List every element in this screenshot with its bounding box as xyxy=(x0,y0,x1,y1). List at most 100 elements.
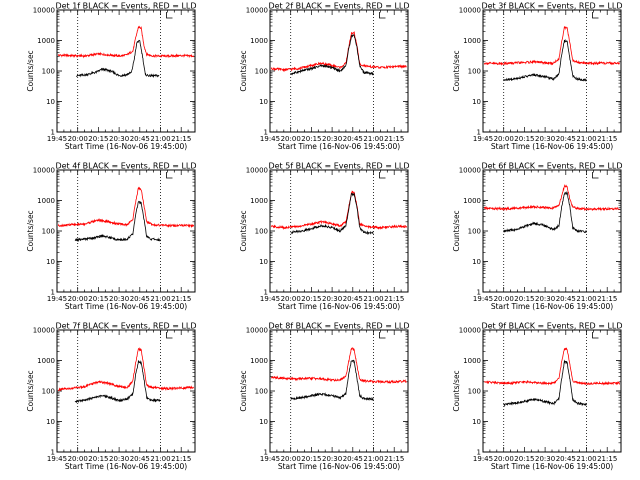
x-tick-label: 20:30 xyxy=(322,455,342,463)
plot-panel: Det 4f BLACK = Events, RED = LLD 1 10 100 10… xyxy=(26,162,197,312)
y-tick-label: 10 xyxy=(259,418,268,426)
y-tick-label: 10000 xyxy=(459,167,481,175)
bracket-marker xyxy=(592,332,599,339)
x-tick-label: 20:45 xyxy=(556,455,576,463)
x-tick-label: 19:45 xyxy=(260,455,280,463)
plot-title: Det 7f BLACK = Events, RED = LLD xyxy=(55,322,196,331)
y-axis-label: Counts/sec xyxy=(452,370,461,411)
lld-series-line xyxy=(271,347,407,384)
x-tick-label: 19:45 xyxy=(47,135,67,143)
plot-title: Det 9f BLACK = Events, RED = LLD xyxy=(481,322,622,331)
y-tick-label: 1000 xyxy=(250,37,268,45)
lld-series-line xyxy=(270,31,407,73)
y-tick-label: 1 xyxy=(264,289,268,297)
bracket-marker xyxy=(592,172,599,179)
y-tick-label: 1 xyxy=(264,129,268,137)
y-tick-label: 100 xyxy=(42,68,55,76)
x-tick-label: 20:45 xyxy=(343,135,363,143)
x-tick-label: 21:15 xyxy=(384,455,404,463)
y-tick-label: 100 xyxy=(468,68,481,76)
y-tick-label: 100 xyxy=(255,68,268,76)
y-tick-label: 100 xyxy=(255,228,268,236)
y-tick-label: 10000 xyxy=(246,327,268,335)
y-tick-label: 10000 xyxy=(33,7,55,15)
bracket-marker xyxy=(379,332,386,339)
x-tick-label: 21:00 xyxy=(576,455,596,463)
x-tick-label: 20:15 xyxy=(301,455,321,463)
x-tick-label: 20:30 xyxy=(322,135,342,143)
x-tick-label: 19:45 xyxy=(473,135,493,143)
lld-series-line xyxy=(484,347,621,386)
y-tick-label: 10 xyxy=(259,258,268,266)
bracket-marker xyxy=(379,172,386,179)
x-tick-label: 21:15 xyxy=(384,135,404,143)
x-tick-label: 19:45 xyxy=(47,295,67,303)
y-tick-label: 1 xyxy=(264,449,268,457)
x-tick-label: 20:30 xyxy=(535,295,555,303)
events-series-line xyxy=(74,360,161,404)
bracket-marker xyxy=(166,172,173,179)
x-tick-label: 21:00 xyxy=(576,295,596,303)
x-tick-label: 21:15 xyxy=(384,295,404,303)
y-axis-label: Counts/sec xyxy=(26,210,35,251)
x-axis-label: Start Time (16-Nov-06 19:45:00) xyxy=(278,462,400,471)
lld-series-line xyxy=(57,186,195,229)
x-tick-label: 20:00 xyxy=(68,455,88,463)
lld-series-line xyxy=(483,184,620,212)
x-tick-label: 21:00 xyxy=(363,135,383,143)
x-tick-label: 20:45 xyxy=(556,135,576,143)
x-tick-label: 20:30 xyxy=(109,455,129,463)
y-tick-label: 1 xyxy=(477,449,481,457)
x-tick-label: 20:45 xyxy=(130,135,150,143)
events-series-line xyxy=(503,359,587,408)
plot-title: Det 5f BLACK = Events, RED = LLD xyxy=(268,162,409,171)
x-tick-label: 20:15 xyxy=(88,295,108,303)
x-tick-label: 20:45 xyxy=(130,295,150,303)
y-tick-label: 10000 xyxy=(459,327,481,335)
lld-series-line xyxy=(483,26,620,66)
y-axis-label: Counts/sec xyxy=(452,210,461,251)
y-tick-label: 1 xyxy=(477,129,481,137)
x-tick-label: 19:45 xyxy=(473,455,493,463)
y-tick-label: 1 xyxy=(51,289,55,297)
bracket-marker xyxy=(166,332,173,339)
x-tick-label: 20:15 xyxy=(88,455,108,463)
x-tick-label: 21:15 xyxy=(171,295,191,303)
y-tick-label: 100 xyxy=(255,388,268,396)
lld-series-line xyxy=(270,190,408,231)
y-tick-label: 100 xyxy=(468,388,481,396)
y-tick-label: 10 xyxy=(472,98,481,106)
x-tick-label: 20:15 xyxy=(514,455,534,463)
x-tick-label: 20:15 xyxy=(514,135,534,143)
y-tick-label: 10000 xyxy=(246,167,268,175)
x-tick-label: 20:30 xyxy=(322,295,342,303)
y-tick-label: 1000 xyxy=(463,357,481,365)
y-tick-label: 10000 xyxy=(33,327,55,335)
x-tick-label: 20:00 xyxy=(494,455,514,463)
x-tick-label: 20:30 xyxy=(535,455,555,463)
plot-panel: Det 8f BLACK = Events, RED = LLD 1 10 100 10… xyxy=(239,322,410,472)
x-axis-label: Start Time (16-Nov-06 19:45:00) xyxy=(65,302,187,311)
x-axis-label: Start Time (16-Nov-06 19:45:00) xyxy=(65,462,187,471)
x-tick-label: 20:45 xyxy=(343,295,363,303)
lld-series-line xyxy=(58,346,194,392)
y-tick-label: 10000 xyxy=(459,7,481,15)
y-tick-label: 100 xyxy=(42,388,55,396)
plot-title: Det 4f BLACK = Events, RED = LLD xyxy=(55,162,196,171)
plot-title: Det 6f BLACK = Events, RED = LLD xyxy=(481,162,622,171)
x-tick-label: 20:00 xyxy=(281,135,301,143)
bracket-marker xyxy=(379,12,386,19)
x-tick-label: 20:00 xyxy=(494,295,514,303)
x-tick-label: 19:45 xyxy=(260,295,280,303)
y-tick-label: 1000 xyxy=(250,197,268,205)
bracket-marker xyxy=(166,12,173,19)
y-tick-label: 10 xyxy=(46,258,55,266)
x-tick-label: 20:00 xyxy=(68,135,88,143)
y-tick-label: 1000 xyxy=(37,197,55,205)
x-tick-label: 21:15 xyxy=(597,455,617,463)
x-tick-label: 20:45 xyxy=(343,455,363,463)
x-tick-label: 20:30 xyxy=(109,135,129,143)
x-axis-label: Start Time (16-Nov-06 19:45:00) xyxy=(65,142,187,151)
x-tick-label: 20:00 xyxy=(68,295,88,303)
x-tick-label: 20:15 xyxy=(88,135,108,143)
